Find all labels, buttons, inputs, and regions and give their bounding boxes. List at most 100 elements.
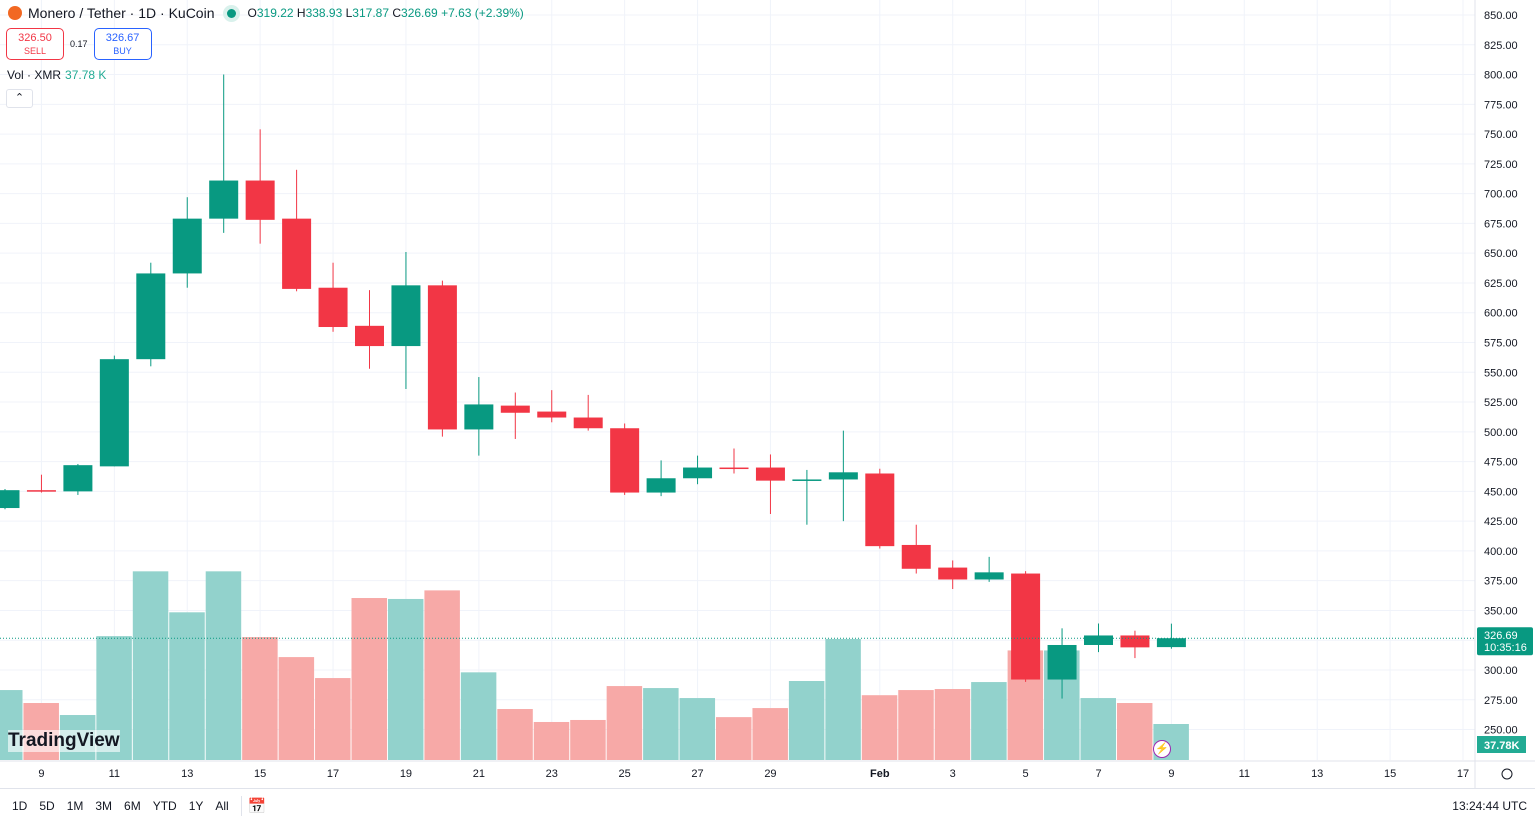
candle-body bbox=[974, 572, 1004, 580]
bottom-toolbar: 1D 5D 1M 3M 6M YTD 1Y All 📅 13:24:44 UTC bbox=[0, 788, 1535, 823]
volume-bar bbox=[278, 657, 315, 760]
candle-body bbox=[427, 285, 457, 430]
volume-bar bbox=[533, 721, 570, 760]
range-all[interactable]: All bbox=[215, 799, 229, 813]
date-tick: 17 bbox=[327, 768, 339, 780]
last-price-label bbox=[1477, 627, 1533, 656]
monero-logo-icon bbox=[8, 6, 22, 20]
volume-bar bbox=[643, 688, 679, 760]
date-tick: 15 bbox=[1384, 768, 1396, 780]
range-5d[interactable]: 5D bbox=[39, 799, 55, 813]
range-ytd[interactable]: YTD bbox=[152, 799, 177, 813]
price-tick: 425.00 bbox=[1484, 516, 1518, 528]
price-tick: 275.00 bbox=[1484, 695, 1518, 707]
candle-body bbox=[26, 490, 56, 492]
candle-body bbox=[391, 285, 421, 347]
candle-body bbox=[610, 428, 640, 493]
volume-bar bbox=[606, 686, 643, 760]
volume-bar bbox=[242, 637, 278, 760]
date-tick: 11 bbox=[109, 768, 120, 780]
range-1d[interactable]: 1D bbox=[12, 799, 28, 813]
candle-body bbox=[282, 218, 312, 289]
last-price-value: 326.69 bbox=[1484, 630, 1518, 642]
buy-button[interactable]: 326.67 BUY bbox=[93, 28, 152, 60]
price-tick: 500.00 bbox=[1484, 427, 1518, 439]
price-tick: 400.00 bbox=[1484, 546, 1518, 558]
candle-body bbox=[938, 567, 968, 580]
date-tick: 25 bbox=[619, 768, 631, 780]
lightning-icon[interactable]: ⚡ bbox=[1153, 740, 1171, 758]
price-tick: 600.00 bbox=[1484, 308, 1518, 320]
volume-bar bbox=[169, 612, 205, 760]
candle-body bbox=[136, 273, 166, 360]
volume-bar bbox=[861, 695, 898, 760]
candle-body bbox=[1047, 644, 1077, 680]
range-1m[interactable]: 1M bbox=[66, 799, 84, 813]
candle-body bbox=[318, 287, 348, 328]
candle-body bbox=[99, 359, 129, 467]
date-tick: 21 bbox=[473, 768, 485, 780]
date-tick: 3 bbox=[950, 768, 956, 780]
chevron-up-icon[interactable]: ⌃ bbox=[6, 89, 33, 108]
price-tick: 475.00 bbox=[1484, 457, 1518, 469]
candle-body bbox=[719, 467, 749, 470]
candle-body bbox=[755, 467, 785, 481]
date-tick: Feb bbox=[870, 768, 890, 780]
candle-body bbox=[464, 404, 494, 430]
candle-body bbox=[792, 479, 822, 481]
candle-body bbox=[63, 465, 93, 492]
tradingview-logo[interactable]: TradingView bbox=[8, 730, 120, 752]
calendar-icon[interactable]: 📅 bbox=[247, 798, 267, 815]
volume-bar bbox=[752, 708, 788, 760]
candlestick-chart[interactable]: 850.00 825.00 800.00 775.00 750.00 725.00 700.… bbox=[0, 0, 1535, 788]
volume-bar bbox=[570, 719, 606, 760]
trade-panel: 326.50 SELL 0.17 326.67 BUY bbox=[6, 28, 152, 60]
range-3m[interactable]: 3M bbox=[95, 799, 113, 813]
price-tick: 750.00 bbox=[1484, 129, 1518, 141]
candle-body bbox=[1156, 638, 1186, 648]
price-tick: 775.00 bbox=[1484, 99, 1518, 111]
price-tick: 375.00 bbox=[1484, 576, 1518, 588]
price-tick: 725.00 bbox=[1484, 159, 1518, 171]
candle-body bbox=[537, 411, 567, 418]
volume-bar bbox=[424, 590, 460, 760]
volume-bar bbox=[315, 678, 351, 760]
candle-body bbox=[500, 405, 530, 413]
date-tick: 5 bbox=[1023, 768, 1029, 780]
price-tick: 625.00 bbox=[1484, 278, 1518, 290]
divider bbox=[240, 796, 242, 816]
price-tick: 300.00 bbox=[1484, 665, 1518, 677]
date-tick: 13 bbox=[181, 768, 193, 780]
price-tick: 850.00 bbox=[1484, 10, 1518, 22]
price-tick: 700.00 bbox=[1484, 189, 1518, 201]
symbol-title[interactable]: Monero / Tether · 1D · KuCoin bbox=[28, 5, 215, 21]
candle-body bbox=[901, 544, 931, 569]
candle-body bbox=[1011, 573, 1041, 680]
date-tick: 15 bbox=[254, 768, 266, 780]
bar-countdown: 10:35:16 bbox=[1484, 642, 1527, 654]
settings-icon[interactable] bbox=[1501, 768, 1513, 780]
candle-body bbox=[1120, 635, 1150, 648]
price-tick: 825.00 bbox=[1484, 40, 1518, 52]
price-tick: 250.00 bbox=[1484, 725, 1518, 737]
candle-body bbox=[865, 473, 895, 547]
date-tick: 13 bbox=[1311, 768, 1323, 780]
date-tick: 23 bbox=[546, 768, 558, 780]
date-tick: 11 bbox=[1239, 768, 1250, 780]
volume-bar bbox=[679, 698, 716, 760]
price-tick: 800.00 bbox=[1484, 70, 1518, 82]
volume-bar bbox=[497, 709, 533, 760]
candle-body bbox=[573, 417, 603, 429]
price-tick: 575.00 bbox=[1484, 338, 1518, 350]
range-6m[interactable]: 6M bbox=[124, 799, 141, 813]
candle-body bbox=[683, 467, 713, 479]
volume-bar bbox=[1080, 698, 1116, 760]
clock[interactable]: 13:24:44 UTC bbox=[1452, 799, 1527, 813]
range-1y[interactable]: 1Y bbox=[188, 799, 204, 813]
volume-bar bbox=[971, 682, 1007, 760]
volume-bar bbox=[788, 681, 825, 760]
date-tick: 19 bbox=[400, 768, 412, 780]
volume-bar bbox=[132, 571, 169, 760]
sell-button[interactable]: 326.50 SELL bbox=[6, 28, 64, 60]
date-tick: 9 bbox=[1168, 768, 1174, 780]
